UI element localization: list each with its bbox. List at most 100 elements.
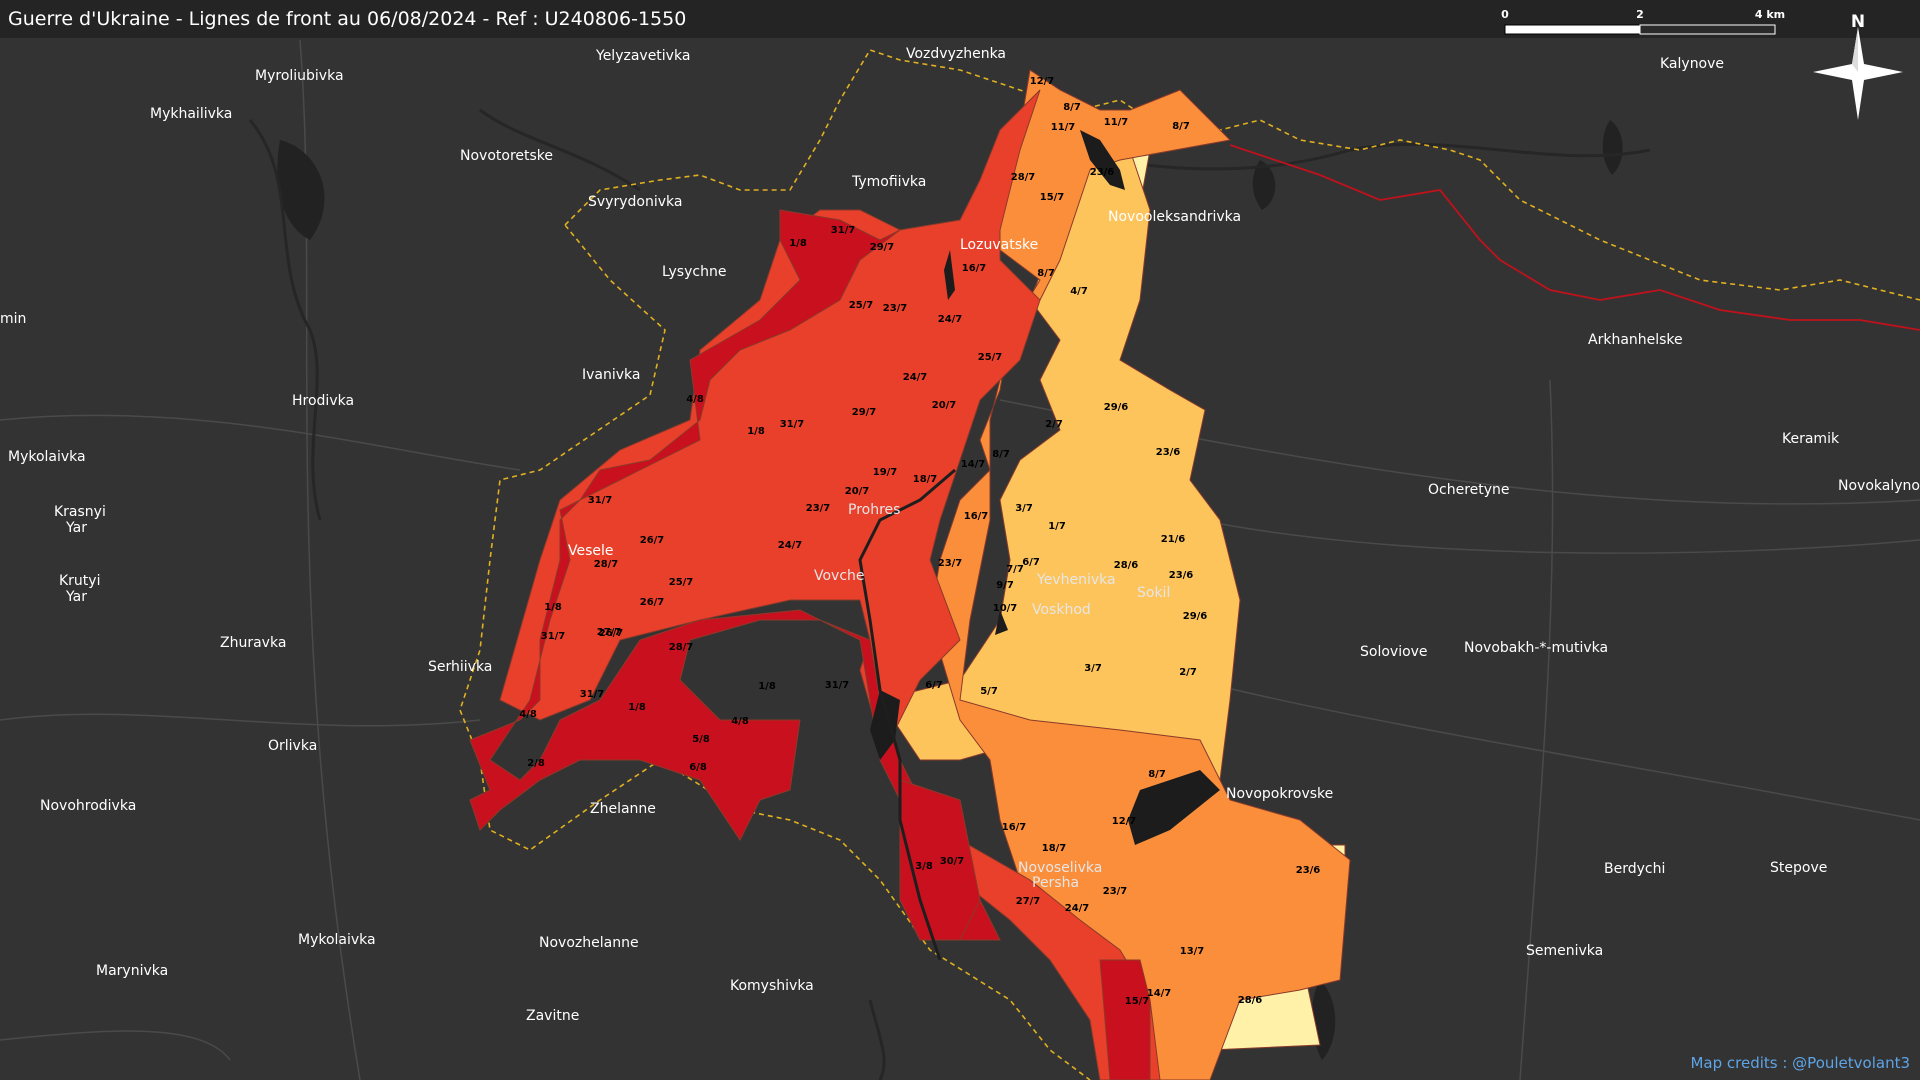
place-label: Novooleksandrivka [1108,209,1241,225]
place-label: Ocheretyne [1428,482,1510,498]
place-label: Serhiivka [428,659,492,675]
date-label: 5/7 [980,686,998,697]
date-label: 1/7 [1048,521,1066,532]
scale-label-4km: 4 km [1755,8,1785,21]
place-label: Novopokrovske [1226,786,1333,802]
date-label: 1/8 [544,602,562,613]
date-label: 31/7 [588,495,613,506]
date-label: 11/7 [1051,122,1076,133]
place-label: Krutyi [59,573,100,589]
place-label: Prohres [848,502,900,518]
front-line [1229,144,1920,331]
date-label: 26/7 [640,535,665,546]
date-label: 15/7 [1040,192,1065,203]
date-label: 24/7 [778,540,803,551]
scale-label-0: 0 [1501,8,1509,21]
date-label: 2/8 [527,758,545,769]
date-label: 31/7 [780,419,805,430]
date-label: 2/7 [1045,419,1063,430]
place-label: Lozuvatske [960,237,1038,253]
occupation-zones [469,69,1351,1080]
date-label: 29/7 [870,242,895,253]
place-label: Yar [65,589,87,605]
place-label: Keramik [1782,431,1840,447]
place-label: Yar [65,520,87,536]
date-label: 6/8 [689,762,707,773]
date-label: 1/8 [747,426,765,437]
date-label: 23/7 [938,558,963,569]
place-label: Lysychne [662,264,726,280]
date-label: 26/7 [640,597,665,608]
date-label: 16/7 [962,263,987,274]
date-label: 20/7 [932,400,957,411]
town-reservoirs [870,130,1220,845]
place-label: Novobakh-*-mutivka [1464,640,1608,656]
date-label: 27/7 [597,627,622,638]
place-label: Vovche [814,568,865,584]
compass-star-icon [1813,27,1903,120]
date-label: 23/7 [806,503,831,514]
place-label: Berdychi [1604,861,1665,877]
date-label: 8/7 [1148,769,1166,780]
date-label: 14/7 [1147,988,1172,999]
place-label: Novotoretske [460,148,553,164]
date-label: 4/8 [686,394,704,405]
date-label: 28/6 [1238,995,1263,1006]
date-label: 24/7 [938,314,963,325]
date-label: 19/7 [873,467,898,478]
date-label: 4/7 [1070,286,1088,297]
date-label: 16/7 [1002,822,1027,833]
date-label: 23/6 [1156,447,1181,458]
place-label: Zavitne [526,1008,579,1024]
date-label: 9/7 [996,580,1014,591]
zone-august [469,209,1001,941]
date-label: 1/8 [789,238,807,249]
date-label: 31/7 [831,225,856,236]
date-label: 26/7 [599,628,624,639]
date-label: 27/7 [1016,896,1041,907]
map-title: Guerre d'Ukraine - Lignes de front au 06… [8,8,687,30]
zone-mid-july [929,69,1351,1080]
date-label: 8/7 [1063,102,1081,113]
date-label: 6/7 [925,680,943,691]
date-label: 8/7 [992,449,1010,460]
place-label: Voskhod [1032,602,1091,618]
place-label: Zhelanne [590,801,656,817]
place-label: min [0,311,26,327]
place-label: Vozdvyzhenka [906,46,1006,62]
place-label: Yevhenivka [1036,572,1116,588]
date-label: 29/6 [1104,402,1129,413]
date-label: 8/7 [1172,121,1190,132]
place-label: Mykhailivka [150,106,232,122]
place-label: Krasnyi [54,504,106,520]
place-label: Svyrydonivka [588,194,682,210]
place-label: Ivanivka [582,367,640,383]
place-label: Mykolaivka [298,932,376,948]
place-label: Zhuravka [220,635,286,651]
place-label: Marynivka [96,963,168,979]
place-label: Semenivka [1526,943,1603,959]
date-label: 23/7 [1103,886,1128,897]
date-label: 4/8 [519,709,537,720]
date-label: 28/6 [1114,560,1139,571]
date-label: 11/7 [1104,117,1129,128]
date-label: 2/7 [1179,667,1197,678]
place-label: Persha [1032,875,1079,891]
place-label: Myroliubivka [255,68,344,84]
place-label: Mykolaivka [8,449,86,465]
date-label: 12/7 [1030,76,1055,87]
place-label: Novohrodivka [40,798,136,814]
date-label: 1/8 [758,681,776,692]
date-label: 28/7 [669,642,694,653]
scale-label-2: 2 [1636,8,1644,21]
date-label: 18/7 [913,474,938,485]
central-river [858,468,956,961]
date-label: 21/6 [1161,534,1186,545]
zone-august-east [899,779,1151,1080]
scale-bar: 0 2 4 km [1501,8,1785,35]
date-label: 5/8 [692,734,710,745]
date-label: 1/8 [628,702,646,713]
date-label: 3/7 [1084,663,1102,674]
date-label: 13/7 [1180,946,1205,957]
